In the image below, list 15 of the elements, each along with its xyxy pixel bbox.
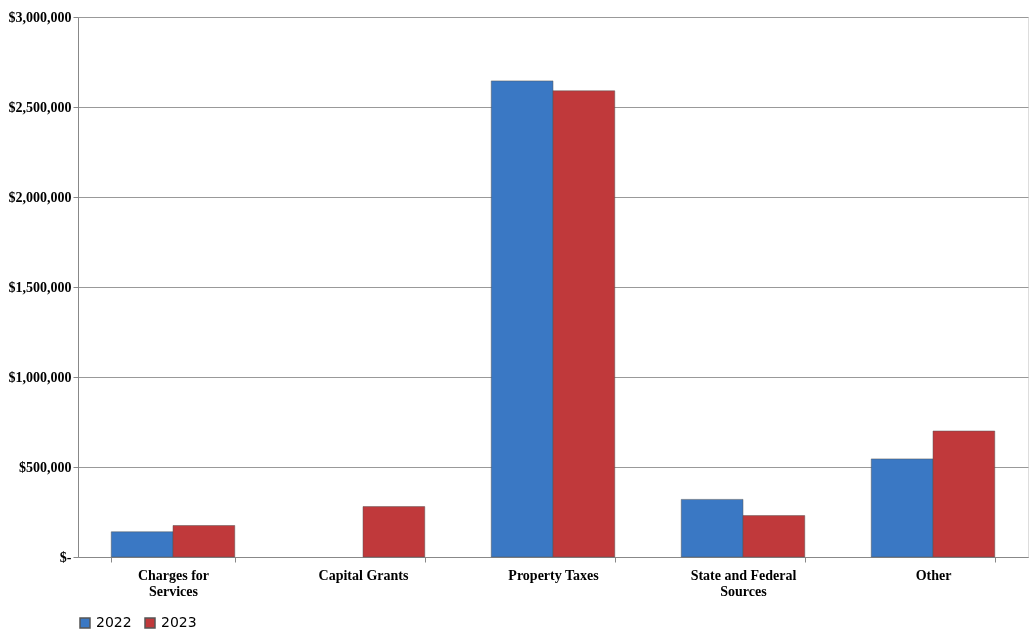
x-tick-label: Other (915, 567, 952, 583)
y-tick-label: $1,000,000 (8, 369, 72, 385)
bar (362, 506, 425, 558)
legend-label: 2023 (161, 614, 197, 630)
x-tick-label: Charges for Services (137, 567, 210, 599)
legend-label: 2022 (96, 614, 132, 630)
y-tick-label: $2,500,000 (8, 99, 72, 115)
y-tick-label: $2,000,000 (8, 189, 72, 205)
y-tick-label: $- (59, 549, 72, 565)
x-tick-label: State and Federal Sources (690, 567, 797, 599)
y-tick-label: $1,500,000 (8, 279, 72, 295)
x-tick-label: Capital Grants (318, 567, 409, 583)
y-tick-label: $3,000,000 (8, 9, 72, 25)
x-tick-label: Property Taxes (508, 567, 600, 583)
y-tick-label: $500,000 (19, 459, 72, 475)
